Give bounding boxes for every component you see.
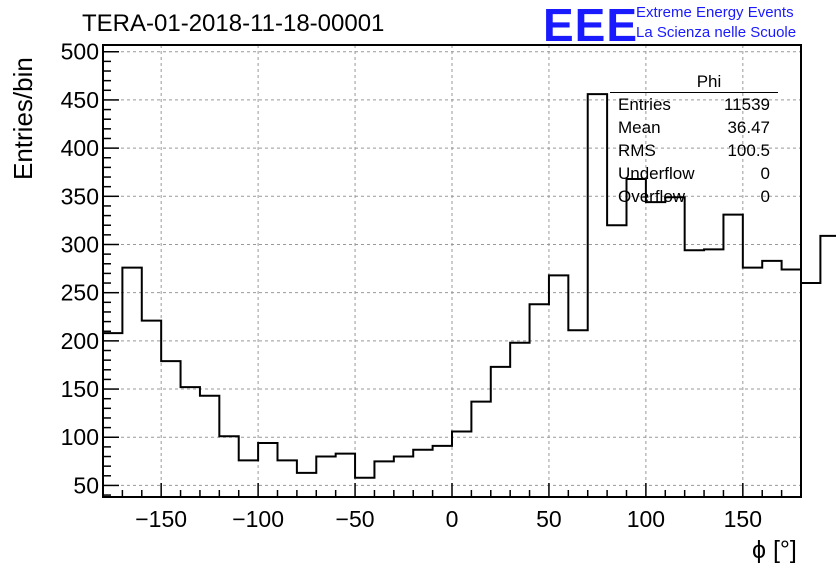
stats-row: Overflow 0	[610, 185, 778, 208]
y-tick-label: 300	[61, 231, 99, 257]
stats-label: Entries	[618, 95, 671, 114]
x-axis: −150 −100 −50 0 50 100 150	[102, 483, 802, 532]
stats-label: Mean	[618, 118, 661, 137]
y-tick-label: 350	[61, 183, 99, 209]
x-tick-label: −150	[135, 506, 187, 532]
x-tick-label: 0	[446, 506, 459, 532]
y-tick-label: 250	[61, 280, 99, 306]
stats-box: Phi Entries 11539 Mean 36.47 RMS 100.5 U…	[610, 72, 778, 208]
y-tick-label: 100	[61, 424, 99, 450]
stats-row: Entries 11539	[610, 93, 778, 116]
histogram-line	[103, 93, 836, 479]
y-tick-label: 400	[61, 135, 99, 161]
y-axis: 50 100 150 200 250 300 350 400 450 500	[61, 39, 119, 498]
stats-label: Overflow	[618, 187, 686, 206]
stats-label: Underflow	[618, 164, 695, 183]
x-tick-label: 100	[627, 506, 665, 532]
stats-row: Underflow 0	[610, 162, 778, 185]
x-tick-label: 50	[536, 506, 562, 532]
stats-value: 11539	[723, 95, 770, 114]
x-tick-label: 150	[724, 506, 762, 532]
stats-title: Phi	[610, 72, 778, 93]
y-tick-label: 500	[61, 39, 99, 65]
stats-row: RMS 100.5	[610, 139, 778, 162]
stats-label: RMS	[618, 141, 656, 160]
stats-value: 100.5	[727, 141, 770, 160]
y-tick-label: 150	[61, 376, 99, 402]
y-tick-label: 200	[61, 328, 99, 354]
y-tick-label: 50	[73, 472, 99, 498]
stats-value: 0	[760, 187, 770, 206]
x-tick-label: −50	[336, 506, 375, 532]
x-axis-label: ϕ [°]	[752, 536, 797, 564]
y-axis-label: Entries/bin	[8, 57, 38, 180]
eee-logo: EEE	[543, 0, 639, 51]
logo-line-1: Extreme Energy Events	[636, 4, 794, 21]
stats-value: 0	[760, 164, 770, 183]
stats-row: Mean 36.47	[610, 116, 778, 139]
y-tick-label: 450	[61, 87, 99, 113]
x-tick-label: −100	[232, 506, 284, 532]
logo-line-2: La Scienza nelle Scuole	[636, 24, 797, 41]
chart-title: TERA-01-2018-11-18-00001	[82, 10, 385, 37]
stats-value: 36.47	[727, 118, 770, 137]
